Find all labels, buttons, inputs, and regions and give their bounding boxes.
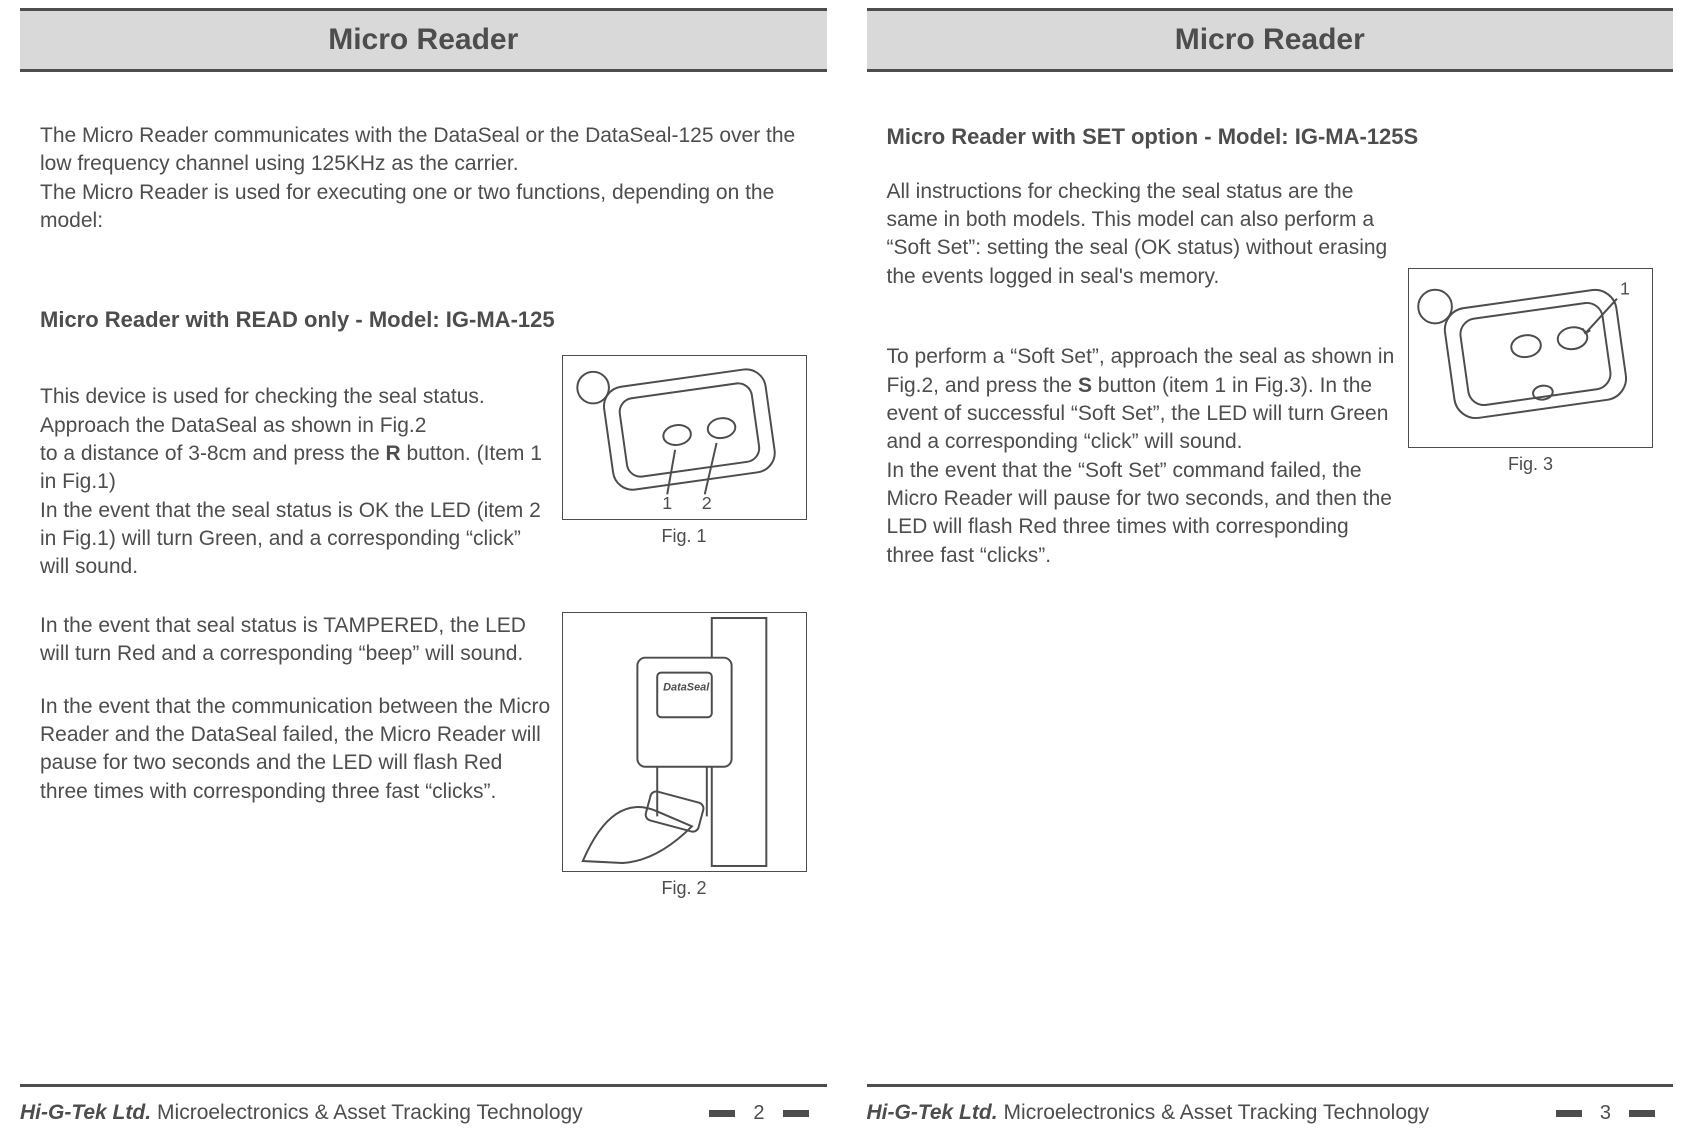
r-button-label: R	[386, 442, 401, 465]
paragraph-1: This device is used for checking the sea…	[40, 355, 554, 582]
footer-company: Hi-G-Tek Ltd.	[867, 1101, 998, 1125]
page-title: Micro Reader	[867, 23, 1674, 57]
device-icon: 1	[1409, 269, 1652, 447]
footer-dash-icon	[1556, 1110, 1582, 1117]
text-col-1: This device is used for checking the sea…	[40, 355, 562, 606]
row-fig3: All instructions for checking the seal s…	[887, 178, 1654, 594]
fig3-label-1: 1	[1620, 278, 1630, 298]
footer-company: Hi-G-Tek Ltd.	[20, 1101, 151, 1125]
device-icon: 1 2	[563, 356, 806, 519]
footer-left: Hi-G-Tek Ltd. Microelectronics & Asset T…	[20, 1084, 827, 1125]
figure-3-caption: Fig. 3	[1508, 452, 1553, 476]
page-right: Micro Reader Micro Reader with SET optio…	[847, 0, 1693, 1143]
header-bar: Micro Reader	[20, 8, 827, 72]
content-right: Micro Reader with SET option - Model: IG…	[847, 72, 1693, 604]
row-fig2: In the event that seal status is TAMPERE…	[40, 612, 807, 900]
section-subhead: Micro Reader with READ only - Model: IG-…	[40, 305, 807, 335]
figure-3-col: 1 Fig. 3	[1408, 268, 1653, 476]
text-col-r: All instructions for checking the seal s…	[887, 178, 1409, 594]
figure-3: 1	[1408, 268, 1653, 448]
figure-1-caption: Fig. 1	[661, 524, 706, 548]
paragraph-3: In the event that the communication betw…	[40, 693, 554, 806]
page-left: Micro Reader The Micro Reader communicat…	[0, 0, 847, 1143]
footer-page-number: 3	[1600, 1102, 1611, 1125]
figure-1-col: 1 2 Fig. 1	[562, 355, 807, 548]
p2b: button (item 1 in Fig.3). In the event o…	[887, 374, 1392, 567]
footer-dash-icon	[783, 1110, 809, 1117]
content-left: The Micro Reader communicates with the D…	[0, 72, 847, 910]
s-button-label: S	[1078, 374, 1092, 397]
footer-right: Hi-G-Tek Ltd. Microelectronics & Asset T…	[867, 1084, 1674, 1125]
footer-dash-icon	[1629, 1110, 1655, 1117]
footer-tagline: Microelectronics & Asset Tracking Techno…	[1004, 1101, 1430, 1125]
intro-text: The Micro Reader communicates with the D…	[40, 122, 807, 235]
figure-2: DataSeal	[562, 612, 807, 872]
footer-page-number: 2	[753, 1102, 764, 1125]
row-fig1: This device is used for checking the sea…	[40, 355, 807, 606]
section-subhead: Micro Reader with SET option - Model: IG…	[887, 122, 1654, 152]
footer-dash-icon	[709, 1110, 735, 1117]
paragraph-2: In the event that seal status is TAMPERE…	[40, 612, 554, 669]
page-title: Micro Reader	[20, 23, 827, 57]
paragraph-r1: All instructions for checking the seal s…	[887, 178, 1401, 291]
dataseal-icon: DataSeal	[563, 613, 806, 871]
paragraph-r2: To perform a “Soft Set”, approach the se…	[887, 315, 1401, 570]
footer-tagline: Microelectronics & Asset Tracking Techno…	[157, 1101, 583, 1125]
figure-1: 1 2	[562, 355, 807, 520]
fig1-label-1: 1	[662, 493, 672, 513]
figure-2-caption: Fig. 2	[661, 876, 706, 900]
fig1-label-2: 2	[701, 493, 711, 513]
text-col-2: In the event that seal status is TAMPERE…	[40, 612, 562, 830]
dataseal-label: DataSeal	[663, 681, 710, 693]
header-bar: Micro Reader	[867, 8, 1674, 72]
figure-2-col: DataSeal Fig. 2	[562, 612, 807, 900]
